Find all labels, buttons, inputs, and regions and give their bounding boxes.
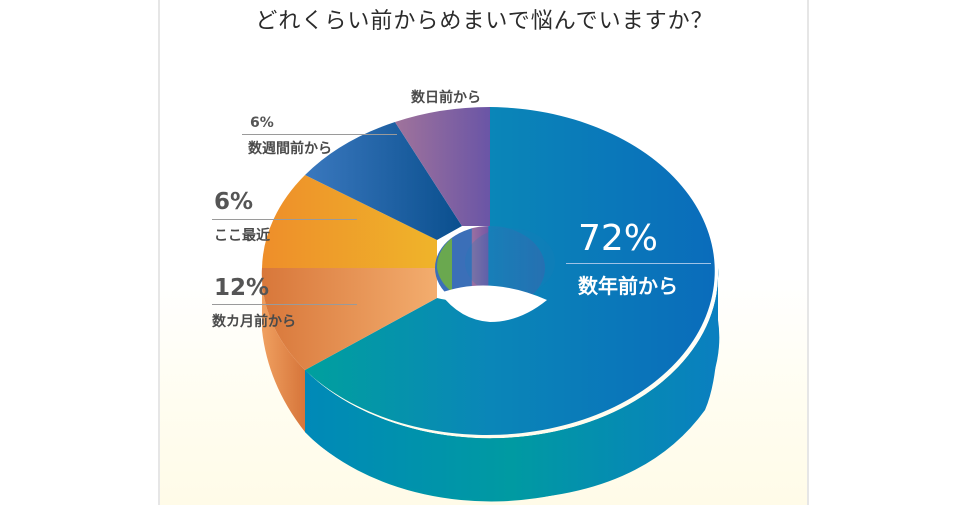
donut-hole	[440, 285, 547, 322]
label-recent-percent: 6%	[214, 189, 254, 215]
slice-days	[395, 107, 490, 226]
label-weeks-percent: 6%	[250, 115, 274, 131]
label-years-rule	[566, 263, 711, 264]
label-recent-rule	[212, 219, 357, 220]
label-weeks-rule	[242, 134, 397, 135]
label-weeks-category: 数週間前から	[248, 141, 332, 157]
label-years-percent: 72%	[578, 218, 659, 259]
slice-months-side	[261, 268, 305, 432]
label-recent-category: ここ最近	[214, 228, 270, 244]
label-years-category: 数年前から	[578, 274, 678, 298]
label-months-percent: 12%	[214, 275, 270, 301]
slice-months	[261, 268, 437, 370]
chart-title: どれくらい前からめまいで悩んでいますか？	[255, 9, 714, 34]
label-months-rule	[212, 304, 357, 305]
label-days-category: 数日前から	[411, 90, 481, 106]
label-months-category: 数カ月前から	[212, 314, 296, 330]
slice-recent	[262, 175, 437, 268]
slice-weeks	[305, 122, 462, 240]
